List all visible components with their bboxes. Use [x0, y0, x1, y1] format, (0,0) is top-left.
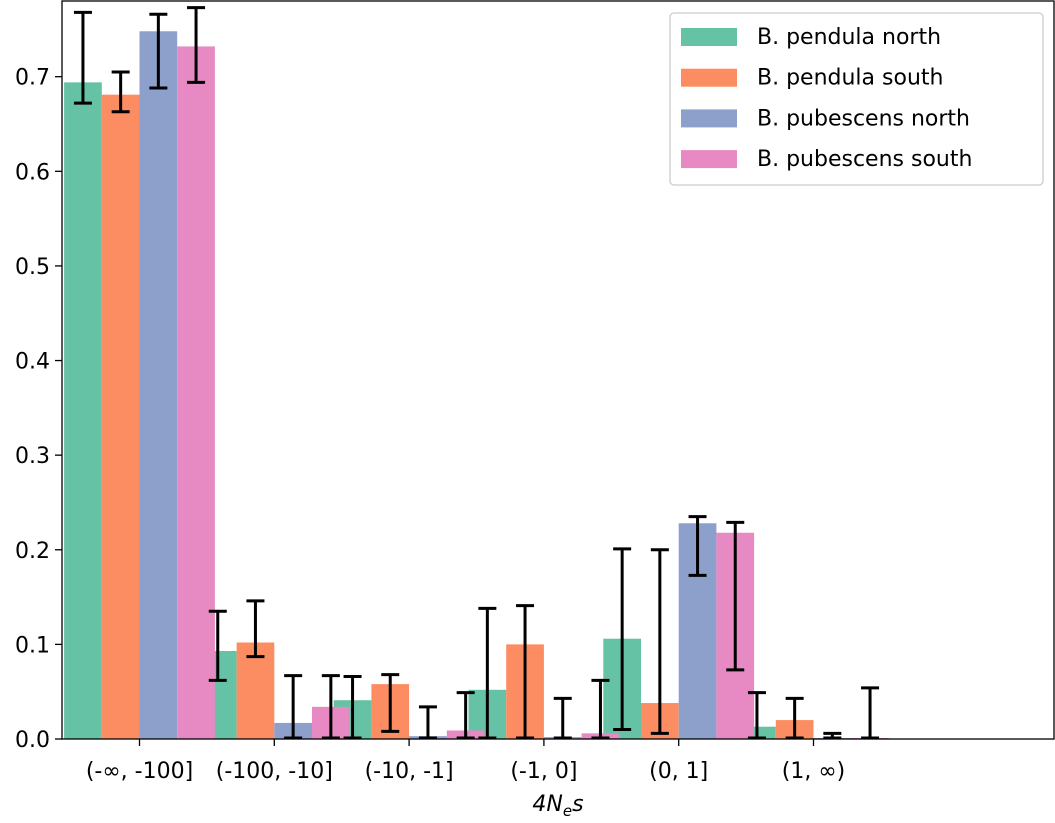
x-tick-label: (-∞, -100]: [86, 759, 193, 784]
error-bar-2-2: [418, 705, 437, 740]
plot-frame: [61, 0, 1055, 740]
y-tick-label: 0.0: [15, 728, 50, 753]
error-bar-1-0: [111, 70, 130, 114]
bar-2-0: [139, 31, 178, 739]
legend: B. pendula north B. pendula south B. pubes…: [669, 12, 1044, 186]
error-bar-3-0: [187, 6, 206, 84]
error-bar-2-4: [688, 515, 707, 577]
legend-label-1: B. pendula south: [757, 66, 943, 91]
y-tick-label: 0.5: [15, 255, 50, 280]
legend-label-3: B. pubescens south: [757, 147, 972, 172]
x-tick-label: (-10, -1]: [365, 759, 454, 784]
x-tick-label: (0, 1]: [649, 759, 708, 784]
y-axis: 0.0 0.1 0.2 0.3 0.4 0.5 0.6 0.7: [15, 66, 62, 753]
legend-label-0: B. pendula north: [757, 25, 941, 50]
legend-frame: [669, 12, 1044, 186]
error-bar-0-0: [73, 10, 92, 105]
x-tick-label: (-1, 0]: [510, 759, 577, 784]
error-bar-2-0: [149, 12, 168, 90]
error-bar-0-1: [208, 609, 227, 682]
error-bar-1-5: [785, 696, 804, 740]
legend-label-2: B. pubescens north: [757, 106, 970, 131]
error-bar-3-5: [861, 686, 880, 740]
y-tick-label: 0.7: [15, 66, 50, 91]
y-tick-label: 0.2: [15, 539, 50, 564]
error-bar-2-3: [553, 696, 572, 740]
error-bar-1-1: [246, 599, 265, 659]
x-axis: (-∞, -100] (-100, -10] (-10, -1] (-1, 0] (0,…: [86, 739, 845, 784]
y-tick-label: 0.3: [15, 444, 50, 469]
x-tick-label: (1, ∞): [782, 759, 845, 784]
y-tick-label: 0.6: [15, 160, 50, 185]
error-bar-2-1: [284, 674, 303, 740]
legend-swatch-1: [681, 68, 737, 87]
error-bar-1-4: [650, 548, 669, 735]
error-bar-3-1: [321, 674, 340, 740]
error-bar-0-4: [613, 547, 632, 732]
error-bar-0-2: [343, 675, 362, 740]
error-bar-3-3: [591, 678, 610, 740]
error-bar-3-4: [726, 520, 745, 672]
error-bars-layer: [73, 6, 880, 740]
error-bar-2-5: [823, 731, 842, 740]
x-axis-title: 4Nes: [532, 792, 583, 820]
x-tick-label: (-100, -10]: [216, 759, 333, 784]
y-tick-label: 0.1: [15, 633, 50, 658]
legend-swatch-2: [681, 109, 737, 128]
bar-1-1: [236, 642, 275, 739]
bar-0-0: [64, 82, 102, 740]
y-tick-label: 0.4: [15, 350, 50, 375]
error-bar-0-5: [747, 691, 766, 740]
error-bar-0-3: [478, 606, 497, 740]
error-bar-3-2: [456, 691, 475, 740]
legend-swatch-0: [681, 28, 737, 46]
error-bar-1-2: [381, 673, 400, 733]
error-bar-1-3: [516, 604, 535, 740]
bar-3-0: [177, 46, 215, 740]
legend-swatch-3: [681, 150, 737, 169]
bar-1-0: [101, 94, 140, 740]
